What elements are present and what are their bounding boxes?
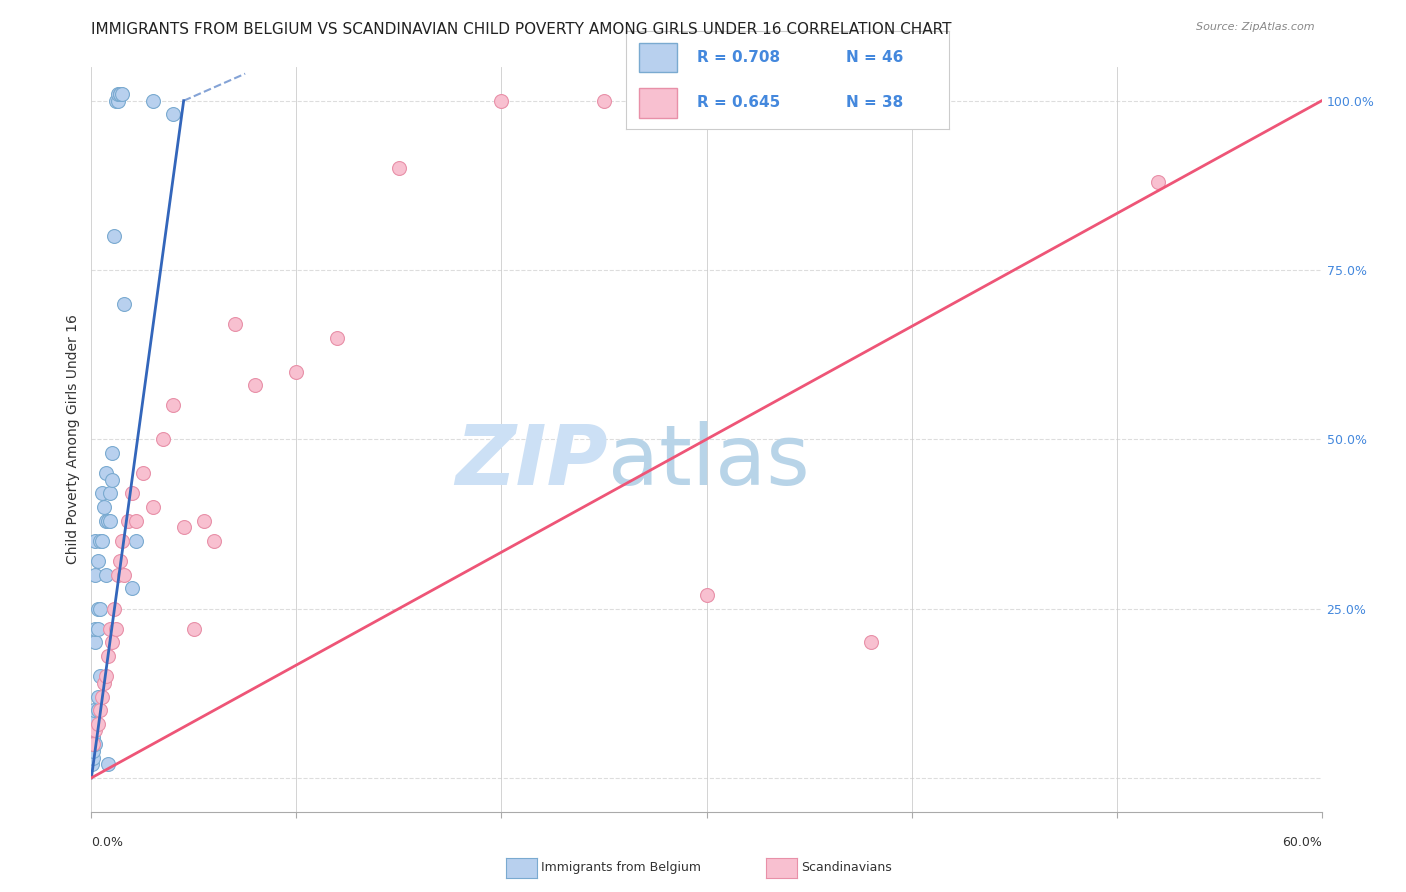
Point xyxy=(82,723,104,738)
Point xyxy=(98,622,121,636)
Point xyxy=(101,446,124,460)
Point xyxy=(108,554,131,568)
Y-axis label: Child Poverty Among Girls Under 16: Child Poverty Among Girls Under 16 xyxy=(66,314,80,565)
Point xyxy=(107,87,129,101)
Point xyxy=(107,567,129,582)
Point xyxy=(82,750,104,764)
Point xyxy=(84,533,107,548)
Point xyxy=(162,107,184,121)
Point xyxy=(86,622,108,636)
Point xyxy=(111,533,134,548)
Point xyxy=(82,757,104,772)
Point xyxy=(82,737,104,751)
Point xyxy=(202,533,225,548)
Point xyxy=(491,94,513,108)
Point xyxy=(86,716,108,731)
Point xyxy=(93,676,115,690)
Point xyxy=(103,229,125,244)
Point xyxy=(83,710,105,724)
Point xyxy=(285,365,308,379)
Point xyxy=(121,582,143,596)
Point xyxy=(108,87,131,101)
Point xyxy=(89,669,111,683)
Point xyxy=(84,635,107,649)
Point xyxy=(173,520,195,534)
Point xyxy=(89,601,111,615)
Point xyxy=(83,703,105,717)
Point xyxy=(112,567,135,582)
Point xyxy=(695,588,717,602)
Point xyxy=(94,514,117,528)
Point xyxy=(82,730,104,744)
Point xyxy=(94,669,117,683)
Point xyxy=(97,757,120,772)
FancyBboxPatch shape xyxy=(638,88,678,118)
Point xyxy=(94,567,117,582)
Point xyxy=(93,500,115,514)
Point xyxy=(131,466,153,480)
Point xyxy=(86,690,108,704)
Point xyxy=(224,317,246,331)
Point xyxy=(117,514,139,528)
Point xyxy=(84,567,107,582)
Point xyxy=(142,500,165,514)
Point xyxy=(152,433,174,447)
Point xyxy=(83,723,105,738)
Point xyxy=(125,533,148,548)
Point xyxy=(90,690,112,704)
Point xyxy=(94,466,117,480)
Point xyxy=(326,331,349,345)
Point xyxy=(90,486,112,500)
Text: IMMIGRANTS FROM BELGIUM VS SCANDINAVIAN CHILD POVERTY AMONG GIRLS UNDER 16 CORRE: IMMIGRANTS FROM BELGIUM VS SCANDINAVIAN … xyxy=(91,22,952,37)
Point xyxy=(82,744,104,758)
Text: atlas: atlas xyxy=(607,421,810,502)
Point xyxy=(162,399,184,413)
Text: 60.0%: 60.0% xyxy=(1282,837,1322,849)
Point xyxy=(97,514,120,528)
Point xyxy=(84,737,107,751)
Point xyxy=(84,723,107,738)
Point xyxy=(388,161,411,176)
Point xyxy=(98,486,121,500)
Point xyxy=(101,473,124,487)
Point xyxy=(98,514,121,528)
Point xyxy=(1146,175,1168,189)
Point xyxy=(112,297,135,311)
Point xyxy=(125,514,148,528)
Point xyxy=(193,514,215,528)
Point xyxy=(593,94,616,108)
Point xyxy=(84,622,107,636)
Point xyxy=(101,635,124,649)
Point xyxy=(111,87,134,101)
Point xyxy=(97,648,120,663)
Text: Scandinavians: Scandinavians xyxy=(801,861,893,873)
Text: Source: ZipAtlas.com: Source: ZipAtlas.com xyxy=(1197,22,1315,32)
Text: 0.0%: 0.0% xyxy=(91,837,124,849)
Point xyxy=(90,533,112,548)
Point xyxy=(245,378,267,392)
Text: R = 0.645: R = 0.645 xyxy=(697,95,780,110)
Point xyxy=(86,601,108,615)
FancyBboxPatch shape xyxy=(638,43,678,72)
Point xyxy=(105,94,127,108)
Point xyxy=(103,601,125,615)
Text: N = 38: N = 38 xyxy=(845,95,903,110)
Point xyxy=(89,533,111,548)
Text: N = 46: N = 46 xyxy=(845,50,903,65)
Point xyxy=(89,703,111,717)
Point xyxy=(86,703,108,717)
Point xyxy=(859,635,882,649)
Text: ZIP: ZIP xyxy=(456,421,607,502)
Point xyxy=(121,486,143,500)
Point xyxy=(105,622,127,636)
Point xyxy=(107,94,129,108)
Point xyxy=(108,87,131,101)
Text: Immigrants from Belgium: Immigrants from Belgium xyxy=(541,861,702,873)
Point xyxy=(142,94,165,108)
Point xyxy=(183,622,205,636)
Text: R = 0.708: R = 0.708 xyxy=(697,50,780,65)
Point xyxy=(82,737,104,751)
Point xyxy=(86,554,108,568)
